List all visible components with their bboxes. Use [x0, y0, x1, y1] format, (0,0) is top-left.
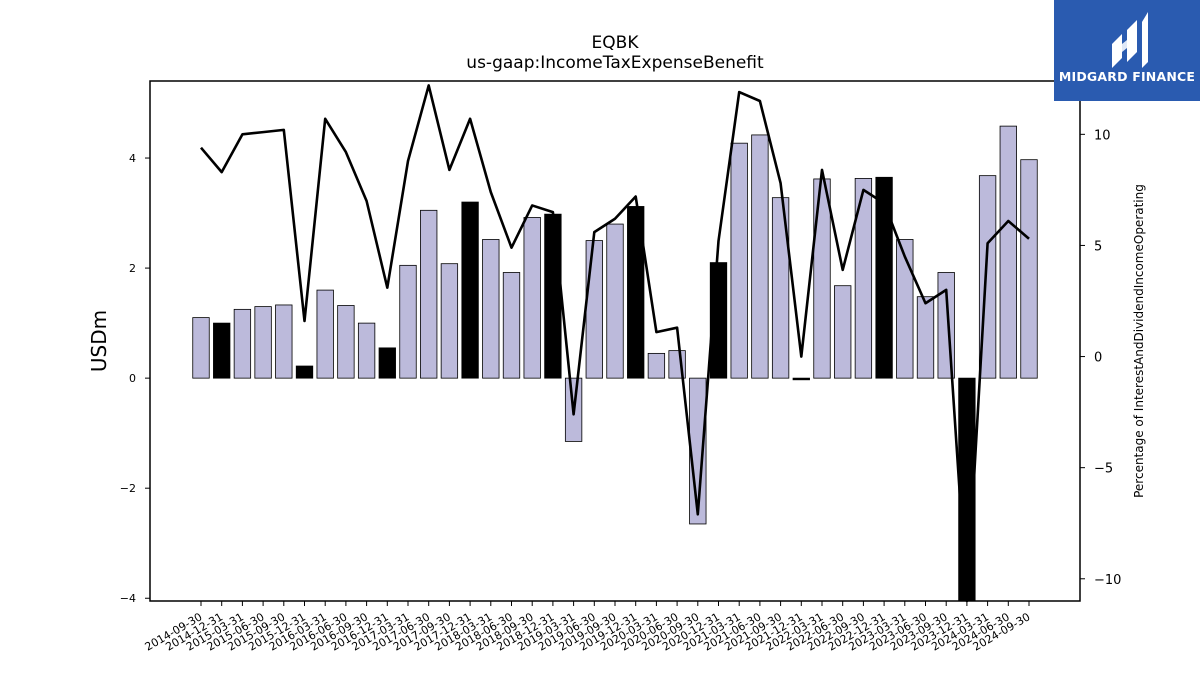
- percentage-line: [200, 84, 1030, 603]
- chart-title-ticker: EQBK: [591, 33, 639, 53]
- y-axis-label: USDm: [87, 310, 111, 372]
- bar-2017-06-30: [420, 209, 438, 379]
- bar-2022-09-30: [854, 177, 873, 379]
- bar-2021-06-30: [751, 134, 769, 379]
- y-tick-label: 0: [129, 372, 136, 385]
- bar-2019-06-30: [585, 240, 603, 379]
- bar-2018-09-30: [523, 217, 541, 379]
- y2-tick-label: −10: [1094, 573, 1121, 588]
- bar-2024-06-30: [999, 125, 1017, 379]
- bar-2021-09-30: [771, 197, 790, 379]
- bar-2017-03-31: [399, 264, 417, 379]
- bar-2015-12-31: [295, 365, 314, 379]
- bar-2016-12-31: [378, 347, 396, 379]
- y-tick-label: −2: [120, 482, 136, 495]
- y2-axis-label: Percentage of InterestAndDividendIncomeO…: [1132, 184, 1146, 498]
- line-group: [200, 84, 1030, 603]
- bar-2018-03-31: [482, 239, 500, 379]
- bar-2015-06-30: [254, 306, 272, 379]
- chart-title-metric: us-gaap:IncomeTaxExpenseBenefit: [466, 53, 764, 73]
- bar-2015-03-31: [233, 308, 252, 379]
- logo-box: MIDGARD FINANCE: [1054, 0, 1200, 101]
- bar-2014-12-31: [213, 322, 231, 379]
- y-tick-label: 2: [129, 262, 136, 275]
- bar-2019-12-31: [627, 206, 645, 379]
- y2-tick-label: 10: [1094, 128, 1111, 143]
- y-tick-label: 4: [129, 152, 136, 165]
- ticks-group: −4−2024−10−505102014-09-302014-12-312015…: [120, 128, 1122, 653]
- bar-2016-03-31: [316, 289, 334, 379]
- bar-2023-06-30: [916, 296, 935, 379]
- bar-2017-09-30: [440, 263, 459, 379]
- y-tick-label: −4: [120, 592, 136, 605]
- bar-2022-12-31: [875, 176, 893, 379]
- bar-2018-06-30: [502, 272, 521, 379]
- y2-tick-label: 0: [1094, 351, 1102, 366]
- y2-tick-label: −5: [1094, 462, 1113, 477]
- bar-2014-09-30: [192, 317, 210, 379]
- bar-2021-12-31: [792, 377, 810, 381]
- bar-2019-09-30: [606, 223, 624, 379]
- bar-2018-12-31: [544, 213, 562, 379]
- logo-text: MIDGARD FINANCE: [1058, 69, 1196, 84]
- bar-2022-06-30: [834, 285, 852, 379]
- bar-2017-12-31: [461, 201, 479, 379]
- bar-2016-06-30: [337, 305, 355, 379]
- y2-tick-label: 5: [1094, 239, 1102, 254]
- bar-2015-09-30: [275, 304, 293, 379]
- bar-2020-03-31: [647, 352, 666, 379]
- bars-group: [192, 125, 1038, 602]
- bar-2023-03-31: [896, 239, 914, 379]
- bar-2024-09-30: [1020, 159, 1038, 379]
- bar-2022-03-31: [813, 178, 831, 379]
- bar-2016-09-30: [357, 322, 376, 379]
- bar-2021-03-31: [730, 142, 748, 379]
- midgard-logo-icon: [1112, 12, 1148, 68]
